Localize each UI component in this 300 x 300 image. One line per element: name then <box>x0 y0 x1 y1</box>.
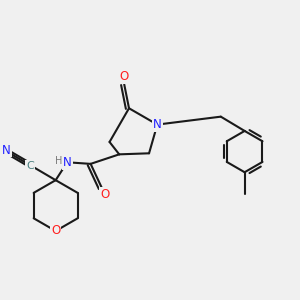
Text: O: O <box>51 224 60 238</box>
Text: H: H <box>55 156 62 166</box>
Text: C: C <box>26 161 34 171</box>
Text: N: N <box>2 143 11 157</box>
Text: N: N <box>63 156 72 169</box>
Text: O: O <box>120 70 129 83</box>
Text: O: O <box>100 188 110 200</box>
Text: N: N <box>153 118 162 131</box>
